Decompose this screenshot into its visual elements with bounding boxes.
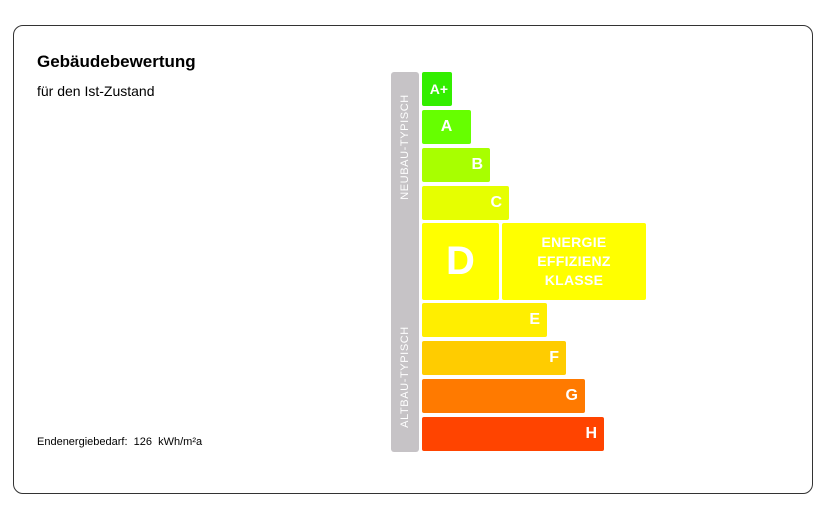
- energy-demand: Endenergiebedarf: 126 kWh/m²a: [37, 436, 202, 448]
- class-h: H: [422, 417, 604, 451]
- class-a: A: [422, 110, 471, 144]
- energy-demand-value: 126: [133, 436, 152, 448]
- efficiency-line-1: ENERGIE: [541, 234, 607, 250]
- class-f: F: [422, 341, 566, 375]
- class-d-current: D: [422, 223, 499, 300]
- class-c: C: [422, 186, 509, 220]
- energy-demand-label: Endenergiebedarf:: [37, 436, 128, 448]
- altbau-label: ALTBAU-TYPISCH: [399, 325, 411, 428]
- efficiency-class-box: ENERGIE EFFIZIENZ KLASSE: [502, 223, 646, 300]
- neubau-label: NEUBAU-TYPISCH: [399, 94, 411, 200]
- class-a-plus: A+: [422, 72, 452, 106]
- efficiency-line-3: KLASSE: [544, 272, 604, 288]
- class-e: E: [422, 303, 547, 337]
- page-subtitle: für den Ist-Zustand: [37, 83, 155, 99]
- scale-side-bar: [391, 72, 419, 452]
- efficiency-line-2: EFFIZIENZ: [537, 253, 611, 269]
- class-g: G: [422, 379, 585, 413]
- class-b: B: [422, 148, 490, 182]
- energy-demand-unit: kWh/m²a: [158, 436, 203, 448]
- page-title: Gebäudebewertung: [37, 52, 196, 71]
